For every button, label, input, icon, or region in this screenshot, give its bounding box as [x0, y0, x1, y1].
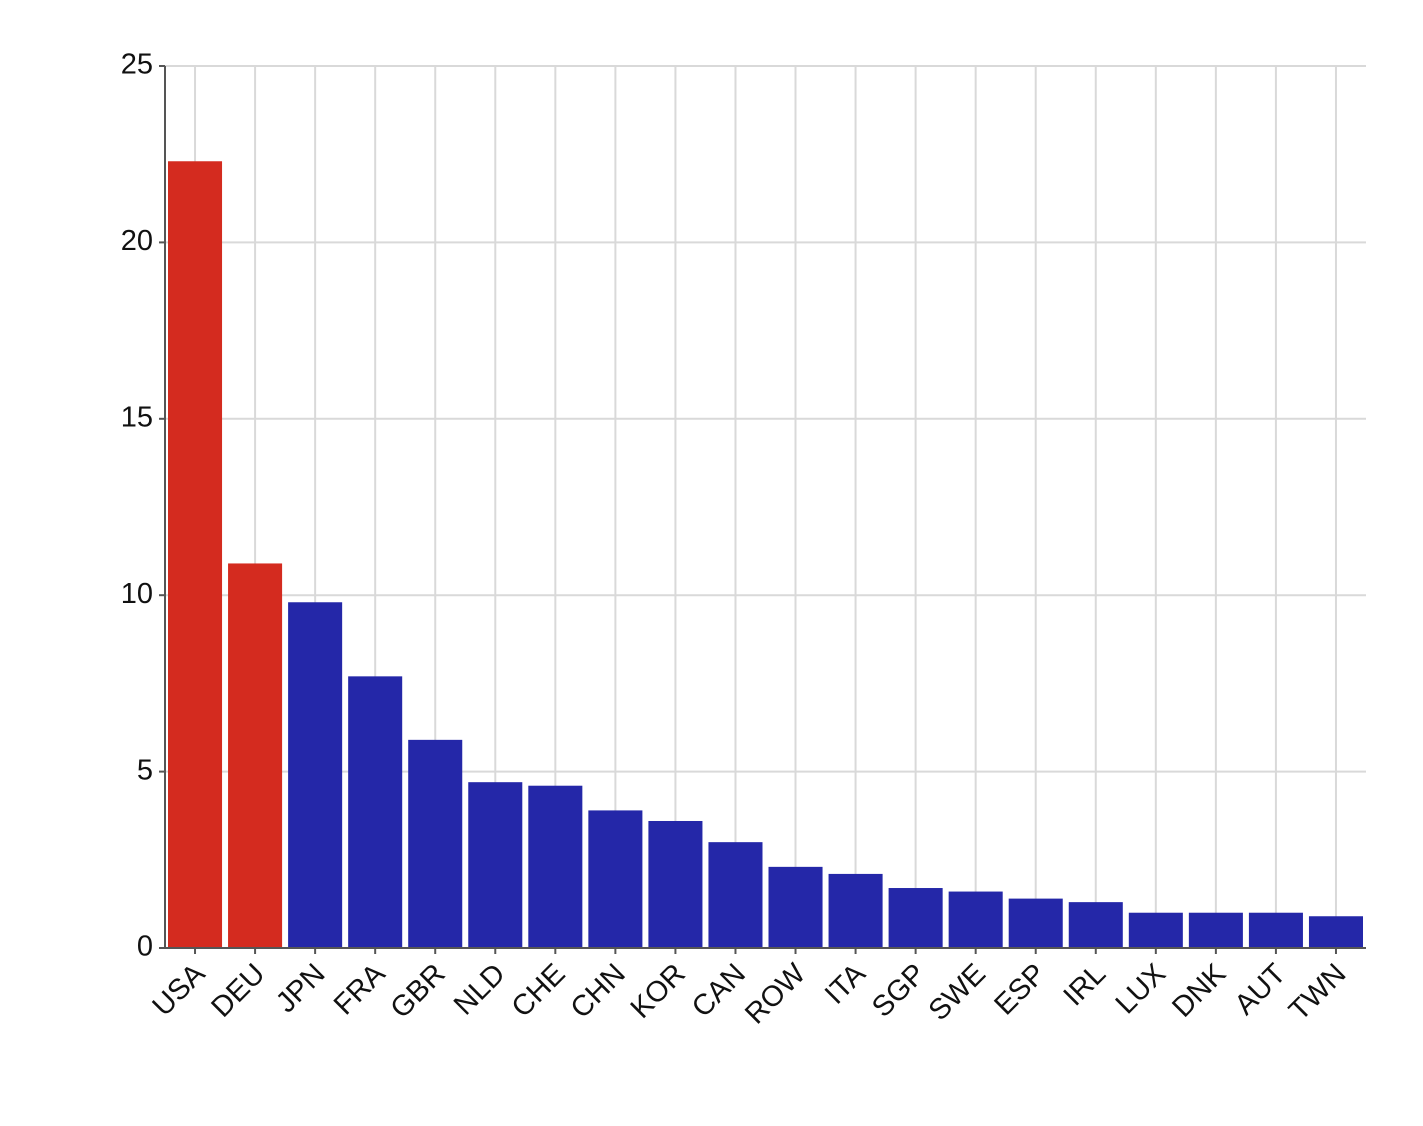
x-tick-label: SWE	[923, 958, 992, 1027]
x-tick-label: DNK	[1166, 957, 1232, 1023]
x-tick-label: TWN	[1283, 958, 1352, 1027]
bar	[648, 820, 703, 948]
x-tick-label: AUT	[1229, 958, 1293, 1022]
grid	[165, 65, 1366, 949]
y-tick-label: 5	[137, 754, 153, 786]
bar	[828, 873, 883, 948]
y-tick-label: 10	[121, 578, 153, 610]
bar	[468, 782, 523, 948]
bar	[1248, 912, 1303, 948]
bar	[228, 563, 283, 948]
x-tick-label: CAN	[686, 958, 752, 1024]
y-tick-label: 0	[137, 931, 153, 963]
bar	[1308, 916, 1363, 948]
bar	[1008, 898, 1063, 948]
y-tick-label: 25	[121, 49, 153, 81]
bar	[1188, 912, 1243, 948]
bar	[768, 866, 823, 948]
x-tick-label: KOR	[625, 958, 692, 1025]
bar	[528, 785, 583, 948]
x-tick-label: USA	[147, 957, 212, 1022]
bar	[948, 891, 1003, 948]
y-tick-label: 20	[121, 225, 153, 257]
x-tick-label: CHE	[506, 958, 572, 1024]
bar	[588, 810, 643, 948]
x-tick-label: ITA	[819, 957, 872, 1010]
bar	[288, 602, 343, 948]
bar	[348, 676, 403, 948]
x-tick-label: NLD	[448, 958, 512, 1022]
x-tick-label: GBR	[385, 958, 452, 1025]
y-tick-label: 15	[121, 401, 153, 433]
x-tick-label: FRA	[328, 957, 392, 1021]
x-tick-label: SGP	[866, 958, 932, 1024]
x-tick-label: DEU	[206, 958, 272, 1024]
bar	[888, 888, 943, 948]
bar	[1068, 902, 1123, 948]
bar	[408, 739, 463, 948]
x-tick-label: JPN	[270, 958, 331, 1019]
bar	[1128, 912, 1183, 948]
x-tick-label: LUX	[1110, 958, 1173, 1021]
x-tick-label: ROW	[739, 957, 812, 1030]
x-tick-label: ESP	[988, 958, 1052, 1022]
bars	[168, 161, 1363, 949]
bar	[168, 161, 223, 949]
bar	[708, 842, 763, 948]
x-tick-label: IRL	[1058, 958, 1113, 1013]
x-tick-label: CHN	[565, 958, 632, 1025]
